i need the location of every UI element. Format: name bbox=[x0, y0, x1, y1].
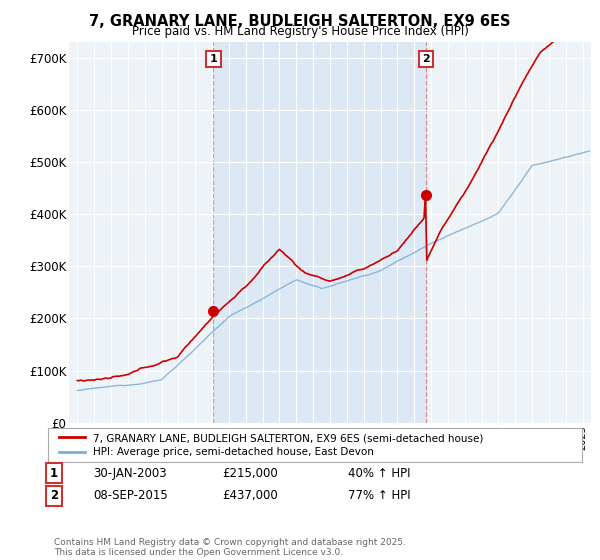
Text: 2: 2 bbox=[422, 54, 430, 64]
Text: £437,000: £437,000 bbox=[222, 489, 278, 502]
Text: £215,000: £215,000 bbox=[222, 466, 278, 480]
Text: Contains HM Land Registry data © Crown copyright and database right 2025.
This d: Contains HM Land Registry data © Crown c… bbox=[54, 538, 406, 557]
Legend: 7, GRANARY LANE, BUDLEIGH SALTERTON, EX9 6ES (semi-detached house), HPI: Average: 7, GRANARY LANE, BUDLEIGH SALTERTON, EX9… bbox=[59, 433, 483, 458]
Text: 77% ↑ HPI: 77% ↑ HPI bbox=[348, 489, 410, 502]
Text: 1: 1 bbox=[209, 54, 217, 64]
Text: 08-SEP-2015: 08-SEP-2015 bbox=[93, 489, 168, 502]
Text: 30-JAN-2003: 30-JAN-2003 bbox=[93, 466, 167, 480]
Text: 7, GRANARY LANE, BUDLEIGH SALTERTON, EX9 6ES: 7, GRANARY LANE, BUDLEIGH SALTERTON, EX9… bbox=[89, 14, 511, 29]
Text: 1: 1 bbox=[50, 466, 58, 480]
Text: 40% ↑ HPI: 40% ↑ HPI bbox=[348, 466, 410, 480]
Text: 2: 2 bbox=[50, 489, 58, 502]
Text: Price paid vs. HM Land Registry's House Price Index (HPI): Price paid vs. HM Land Registry's House … bbox=[131, 25, 469, 38]
Bar bbox=[214, 42, 426, 423]
